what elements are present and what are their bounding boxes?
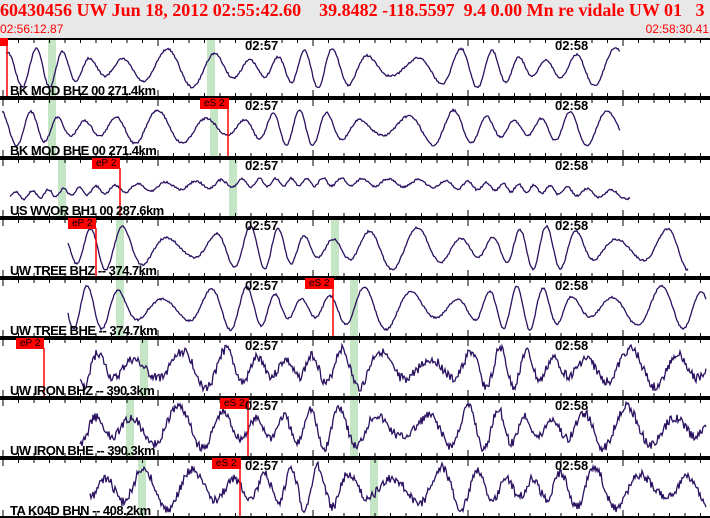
time-mark: 02:58 <box>555 338 589 353</box>
phase-pick-label[interactable]: eS 2 <box>220 398 249 409</box>
phase-window <box>116 278 124 338</box>
trace-panel[interactable]: eP 2 02:57 02:58 US WVOR BH1 00 287.6km <box>0 158 710 218</box>
phase-window <box>350 338 358 398</box>
trace-panel[interactable]: eS 2 02:57 02:58 BK MOD BHE 00 271.4km <box>0 98 710 158</box>
phase-window <box>331 218 339 278</box>
event-header: 60430456 UW Jun 18, 2012 02:55:42.60 39.… <box>0 0 710 38</box>
phase-window <box>350 398 358 458</box>
waveform-trace <box>9 176 631 201</box>
waveform-trace <box>79 342 707 393</box>
channel-label: BK MOD BHZ 00 271.4km <box>10 83 156 98</box>
phase-window <box>138 458 146 518</box>
channel-label: UW IRON BHZ -- 390.3km <box>10 383 155 398</box>
phase-window <box>126 398 134 458</box>
time-mark: 02:58 <box>555 158 589 173</box>
time-mark: 02:57 <box>245 338 279 353</box>
trace-panel[interactable]: eP 2 02:57 02:58 UW TREE BHZ -- 374.7km <box>0 218 710 278</box>
time-mark: 02:57 <box>245 38 279 53</box>
time-mark: 02:58 <box>555 38 589 53</box>
trace-panel[interactable]: 02:57 02:58 BK MOD BHZ 00 271.4km <box>0 38 710 98</box>
time-mark: 02:58 <box>555 398 589 413</box>
channel-label: UW IRON BHE -- 390.3km <box>10 443 156 458</box>
time-mark: 02:57 <box>245 458 279 473</box>
time-mark: 02:58 <box>555 278 589 293</box>
waveform-trace <box>67 284 707 332</box>
time-mark: 02:57 <box>245 218 279 233</box>
time-mark: 02:57 <box>245 398 279 413</box>
time-mark: 02:58 <box>555 218 589 233</box>
seismogram-panels: 02:57 02:58 BK MOD BHZ 00 271.4km eS 2 02:57… <box>0 38 710 518</box>
waveform-trace <box>89 460 707 514</box>
phase-window <box>58 158 66 218</box>
phase-pick-marker[interactable] <box>0 38 8 46</box>
trace-panel[interactable]: eS 2 02:57 02:58 TA K04D BHN -- 408.2km <box>0 458 710 518</box>
time-mark: 02:57 <box>245 158 279 173</box>
phase-pick-label[interactable]: eP 2 <box>92 158 121 169</box>
channel-label: UW TREE BHZ -- 374.7km <box>10 263 157 278</box>
time-mark: 02:57 <box>245 98 279 113</box>
phase-window <box>210 98 218 158</box>
waveform-trace <box>5 46 621 89</box>
channel-label: BK MOD BHE 00 271.4km <box>10 143 157 158</box>
waveform-trace <box>1 107 621 147</box>
end-time: 02:58:30.41 <box>645 22 709 36</box>
phase-pick-label[interactable]: eS 2 <box>212 458 241 469</box>
phase-window <box>207 38 215 98</box>
phase-window <box>116 218 124 278</box>
phase-pick-label[interactable]: eS 2 <box>200 98 229 109</box>
phase-pick-label[interactable]: eP 2 <box>68 218 97 229</box>
time-mark: 02:58 <box>555 98 589 113</box>
waveform-trace <box>67 224 689 271</box>
channel-label: TA K04D BHN -- 408.2km <box>10 503 151 518</box>
time-mark: 02:57 <box>245 278 279 293</box>
phase-window <box>370 458 378 518</box>
phase-window <box>229 158 237 218</box>
waveform-trace <box>79 400 707 453</box>
channel-label: US WVOR BH1 00 287.6km <box>10 203 164 218</box>
phase-pick-label[interactable]: eS 2 <box>305 278 334 289</box>
phase-window <box>48 38 56 98</box>
start-time: 02:56:12.87 <box>0 22 64 36</box>
trace-panel[interactable]: eS 2 02:57 02:58 UW TREE BHE -- 374.7km <box>0 278 710 338</box>
event-title: 60430456 UW Jun 18, 2012 02:55:42.60 39.… <box>0 0 705 20</box>
trace-panel[interactable]: eP 2 02:57 02:58 UW IRON BHZ -- 390.3km <box>0 338 710 398</box>
phase-pick-label[interactable]: eP 2 <box>16 338 45 349</box>
trace-panel[interactable]: eS 2 02:57 02:58 UW IRON BHE -- 390.3km <box>0 398 710 458</box>
channel-label: UW TREE BHE -- 374.7km <box>10 323 158 338</box>
time-mark: 02:58 <box>555 458 589 473</box>
